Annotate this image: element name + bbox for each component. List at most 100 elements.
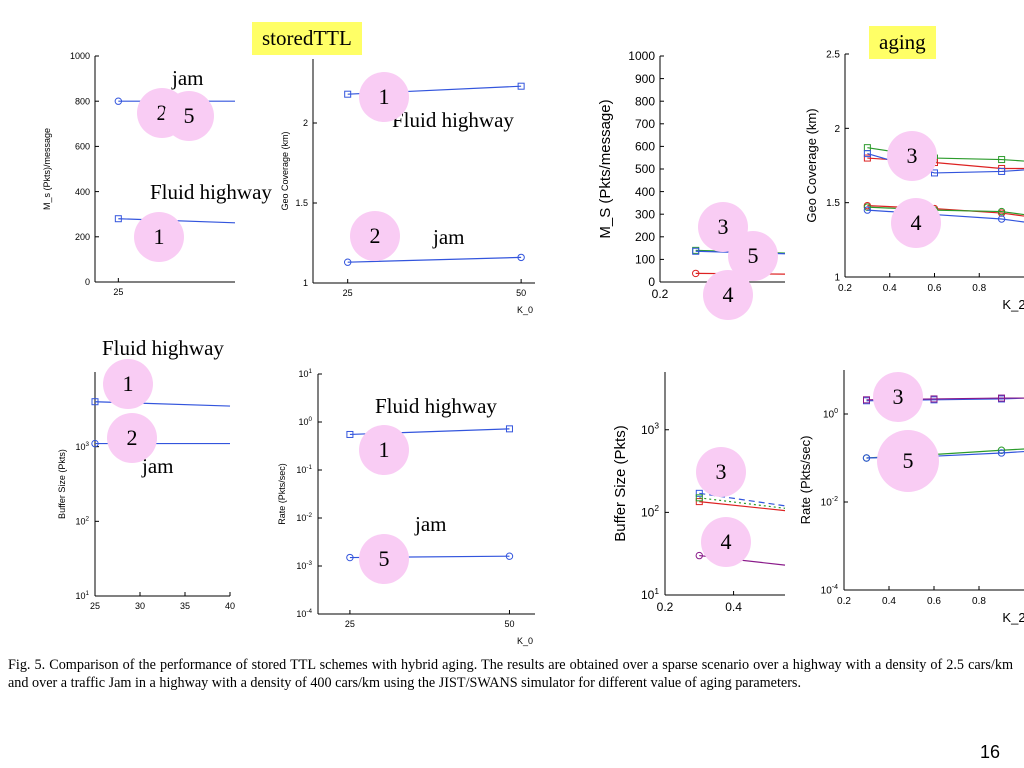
y-tick-label: 1 [303,278,308,288]
x-tick-label: 0.4 [883,283,897,294]
series-line [347,256,522,263]
y-tick-label: 1 [834,273,840,284]
annotation-fluid-top-mid: Fluid highway [392,108,514,132]
data-point [997,449,1006,457]
x-tick-label: 0.6 [927,596,941,607]
bubble-label: 1 [359,72,409,122]
data-point [517,82,525,90]
y-tick-label: 800 [75,96,90,106]
y-axis-label: Rate (Pkts/sec) [798,436,813,525]
data-point [695,494,703,502]
x-tick-label: 50 [504,619,514,629]
y-tick-label: 1000 [70,51,90,61]
y-tick-label: 101 [75,590,89,601]
y-tick-label: 400 [75,187,90,197]
bubble-label: 1 [103,359,153,409]
y-tick-label: 100 [635,253,655,267]
data-point [91,398,99,406]
data-point [692,269,700,278]
data-point [695,489,703,497]
y-tick-label: 10-2 [821,496,838,509]
slide-number: 16 [979,742,1000,762]
y-tick-label: 300 [635,207,655,221]
x-tick-label: 0.2 [657,600,674,614]
y-axis-label: Rate (Pkts/sec) [277,463,287,525]
data-point [862,454,871,462]
y-tick-label: 10-1 [296,464,312,475]
bubble-label: 3 [696,447,746,497]
y-tick-label: 2.5 [826,50,840,61]
data-point [863,154,871,162]
data-point [114,97,123,105]
y-tick-label: 101 [298,368,312,379]
chart-panel-rate-aging: 10-4 10-2 100 0.2 0.4 0.6 0.8 Rate (Pkts/sec) K_… [798,360,1024,640]
y-tick-label: 10-3 [296,560,312,571]
bubble-label: 5 [164,91,214,141]
y-tick-label: 103 [641,421,659,437]
data-point [505,552,514,560]
x-axis-label: K_0 [517,636,533,646]
data-point [346,553,354,562]
x-tick-label: 0.4 [725,600,742,614]
y-tick-label: 10-4 [296,608,312,619]
chart-panel-buffer-aging: 101 102 103 0.2 0.4 Buffer Size (Pkts) [580,360,786,620]
aging-tag: aging [869,26,936,59]
y-axis-label: Geo Coverage (km) [804,108,819,222]
y-tick-label: 500 [635,162,655,176]
y-tick-label: 200 [635,230,655,244]
x-tick-label: 25 [345,619,355,629]
x-axis-label: K_2 [1002,297,1024,312]
stored-ttl-tag: storedTTL [252,22,362,55]
annotation-jam-top: jam [172,66,204,90]
y-axis-label: Geo Coverage (km) [280,131,290,210]
y-axis-label: M_S (Pkts/message) [597,99,614,238]
x-tick-label: 50 [516,288,526,298]
bubble-label: 5 [359,534,409,584]
y-tick-label: 2 [834,124,840,135]
data-point [863,396,870,404]
y-tick-label: 102 [641,503,659,519]
y-tick-label: 100 [298,416,312,427]
y-tick-label: 103 [75,441,89,452]
y-tick-label: 600 [635,140,655,154]
y-tick-label: 200 [75,232,90,242]
annotation-jam-top-mid: jam [433,225,465,249]
data-point [346,430,354,438]
annotation-fluid-bottom-left: Fluid highway [102,336,224,360]
bubble-label: 5 [877,430,939,492]
x-tick-label: 25 [113,287,123,297]
data-point [114,215,122,223]
x-tick-label: 25 [90,601,100,611]
data-point [997,215,1006,223]
y-tick-label: 10-2 [296,512,312,523]
chart-ms-stored: 0 200 400 600 800 1000 25 M_s (Pkts)/message [42,51,236,297]
y-tick-label: 2 [303,118,308,128]
y-axis-label: Buffer Size (Pkts) [57,449,67,519]
bubble-label: 1 [359,425,409,475]
y-tick-label: 800 [635,94,655,108]
x-tick-label: 25 [343,288,353,298]
y-tick-label: 1.5 [826,198,840,209]
chart-rate-aging: 10-4 10-2 100 0.2 0.4 0.6 0.8 Rate (Pkts/sec) K_… [798,370,1024,625]
chart-panel-ms-stored: 0 200 400 600 800 1000 25 M_s (Pkts)/message [0,40,236,300]
x-tick-label: 30 [135,601,145,611]
x-tick-label: 35 [180,601,190,611]
y-axis-label: Buffer Size (Pkts) [612,425,629,541]
bubble-label: 4 [701,517,751,567]
x-axis-label: K_0 [517,305,533,315]
x-tick-label: 0.2 [838,283,852,294]
y-tick-label: 1000 [628,49,655,63]
bubble-label: 2 [350,211,400,261]
bubble-label: 2 [107,413,157,463]
data-point [517,253,525,262]
annotation-jam-bottom-mid: jam [415,512,447,536]
data-point [931,169,938,177]
y-tick-label: 0 [85,277,90,287]
series-line [699,497,786,509]
y-tick-label: 10-4 [821,584,838,597]
x-tick-label: 40 [225,601,235,611]
y-axis-label: M_s (Pkts)/message [42,128,52,210]
bubble-label: 1 [134,212,184,262]
data-point [998,167,1006,175]
